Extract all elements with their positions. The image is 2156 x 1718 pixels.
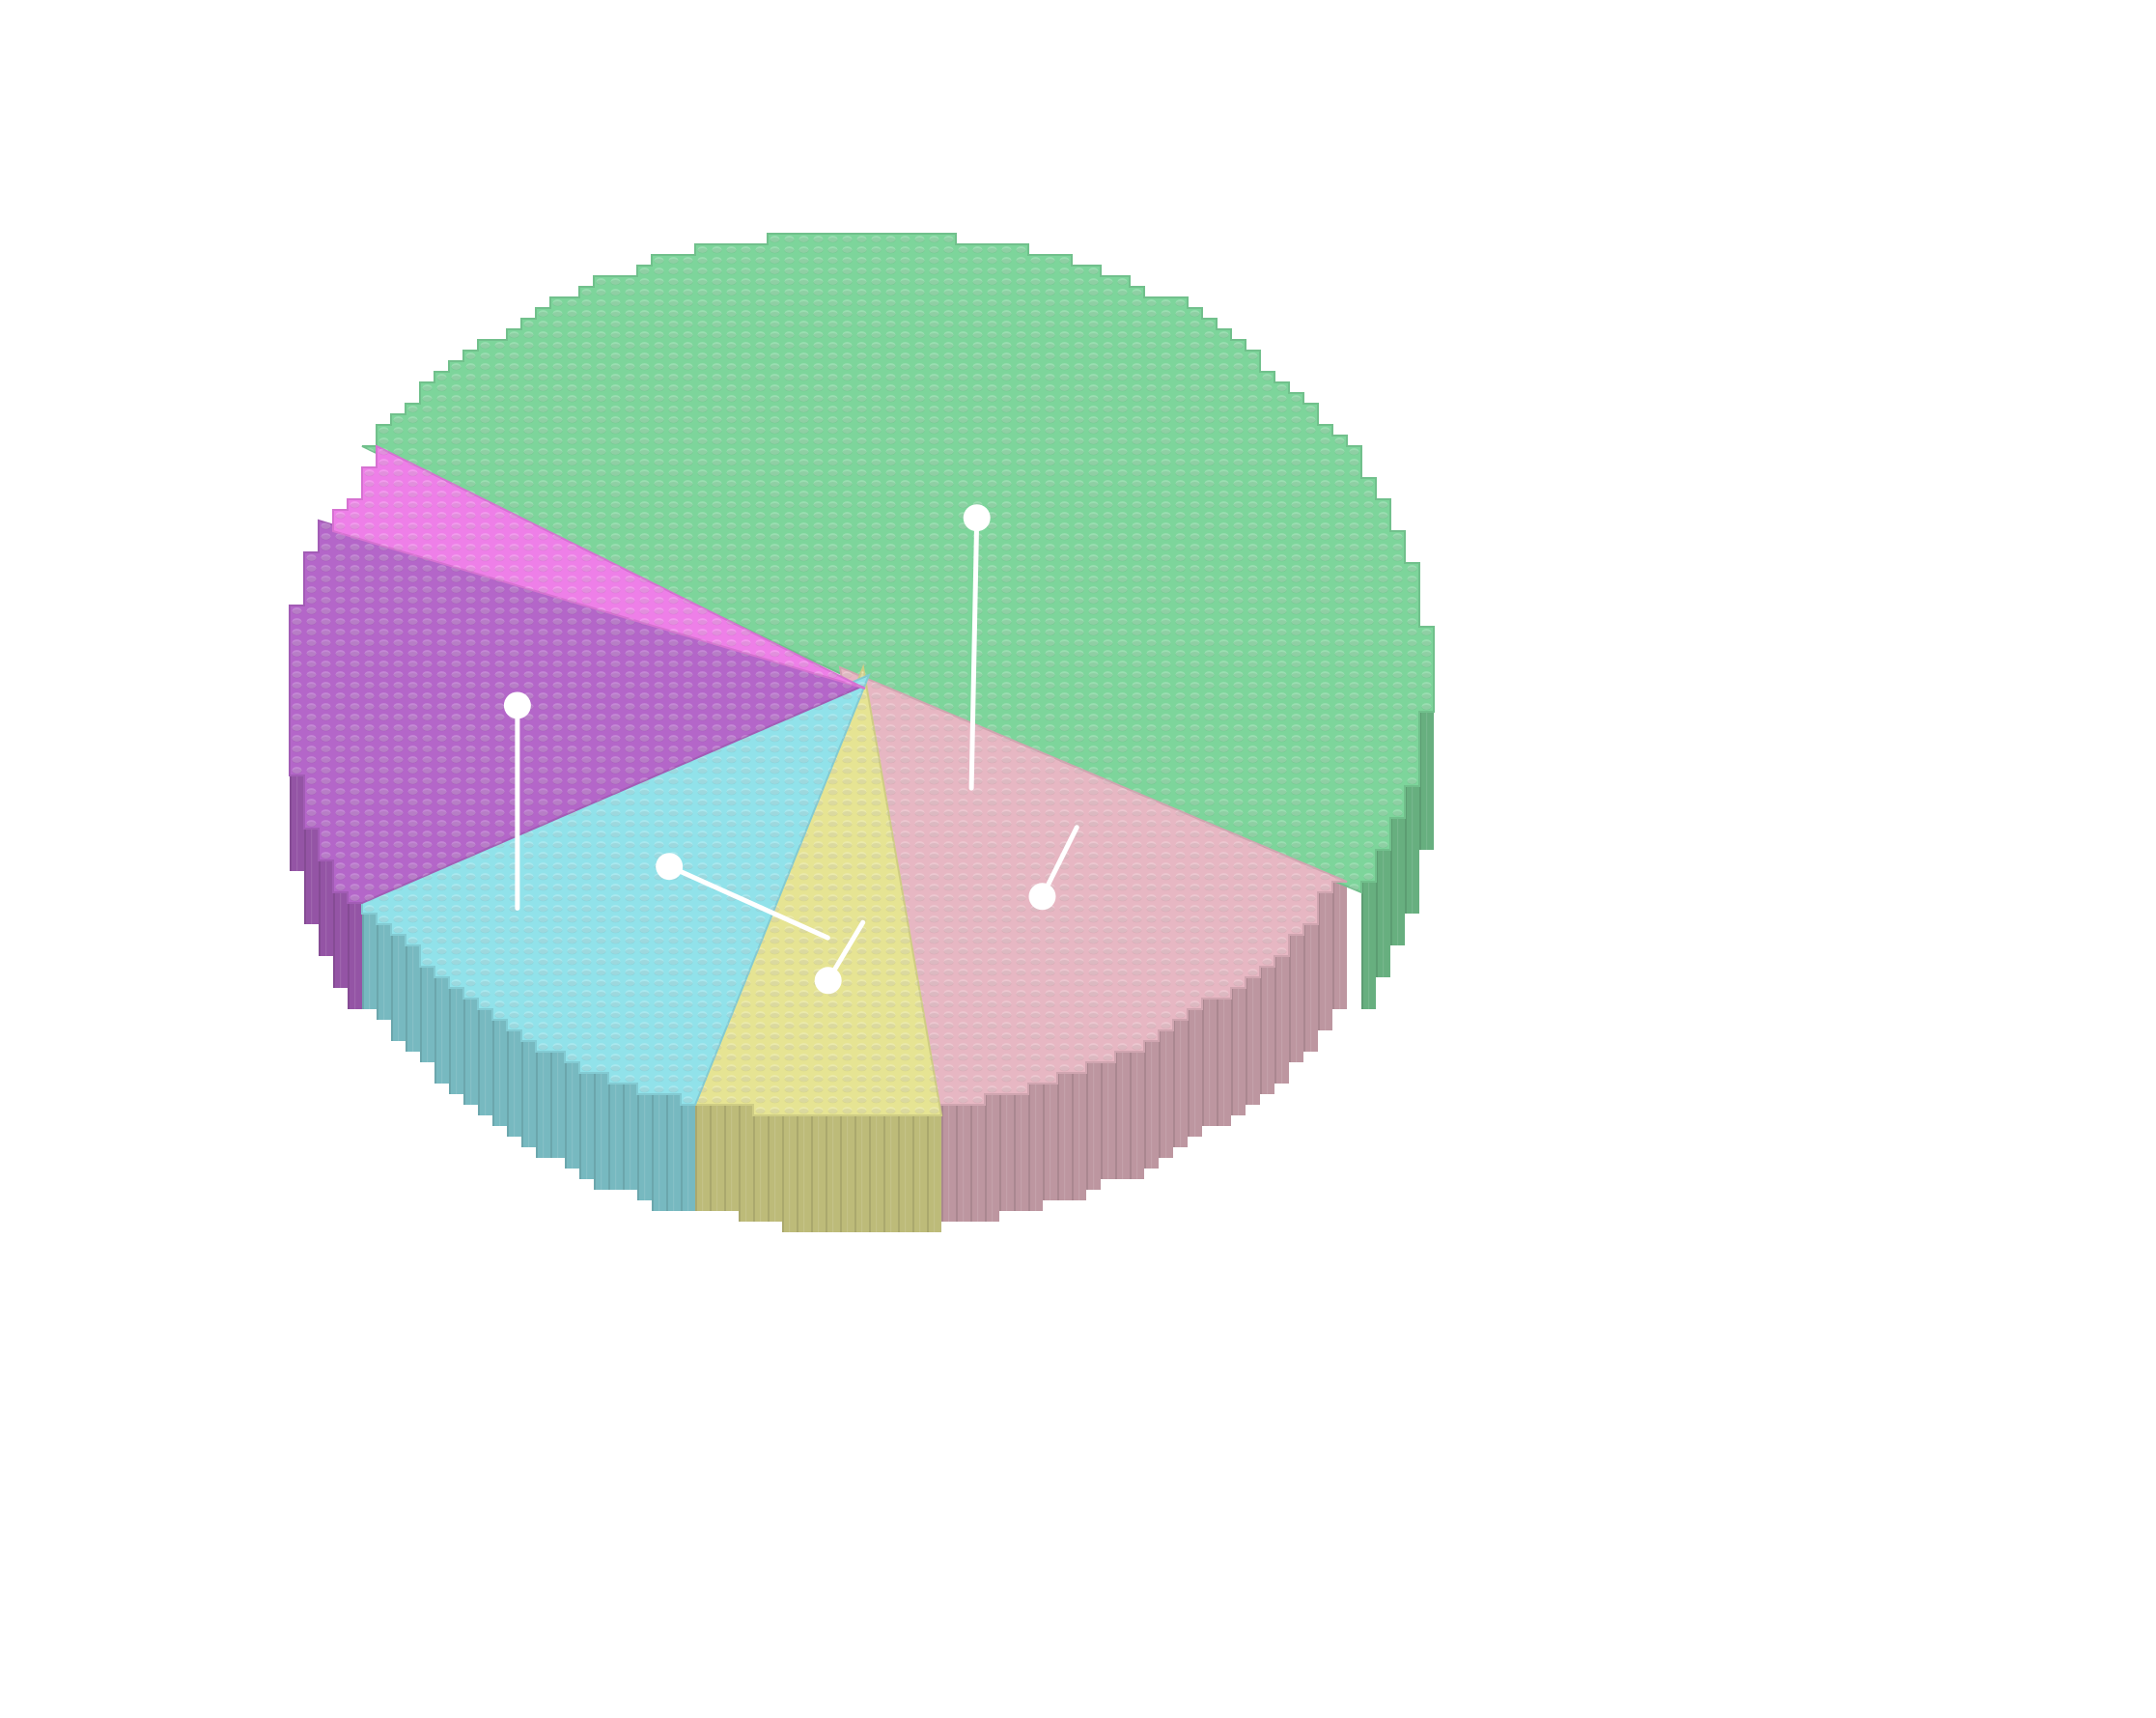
callout-dot-cyan bbox=[656, 853, 684, 881]
pie-slice-studs-purple bbox=[290, 521, 861, 903]
pie-slice-studs-magenta bbox=[333, 446, 865, 689]
callout-dot-green bbox=[963, 504, 991, 532]
pie-slice-studs-pink bbox=[840, 667, 1347, 1115]
pie-slice-studs-green bbox=[362, 234, 1434, 892]
callout-line-green bbox=[968, 515, 980, 791]
pie-top-faces bbox=[289, 233, 1435, 1116]
callout-dot-pink bbox=[1028, 883, 1056, 911]
pie-side-walls bbox=[290, 680, 1434, 1232]
pie-slice-side-texture-green bbox=[1361, 680, 1434, 1009]
pie-slice-side-texture-cyan bbox=[362, 892, 695, 1222]
callout-dot-purple bbox=[503, 691, 531, 719]
pie-slice-studs-cyan bbox=[362, 675, 869, 1105]
callout-dot-yellow bbox=[814, 967, 842, 995]
pie-slice-studs-yellow bbox=[695, 667, 941, 1115]
callout-line-cyan bbox=[666, 863, 830, 941]
slice-callouts bbox=[503, 504, 1079, 995]
pie-slice-side-texture-purple bbox=[290, 690, 362, 1020]
pie-slice-side-texture-yellow bbox=[695, 1094, 941, 1232]
pie-slice-side-texture-pink bbox=[912, 882, 1347, 1232]
